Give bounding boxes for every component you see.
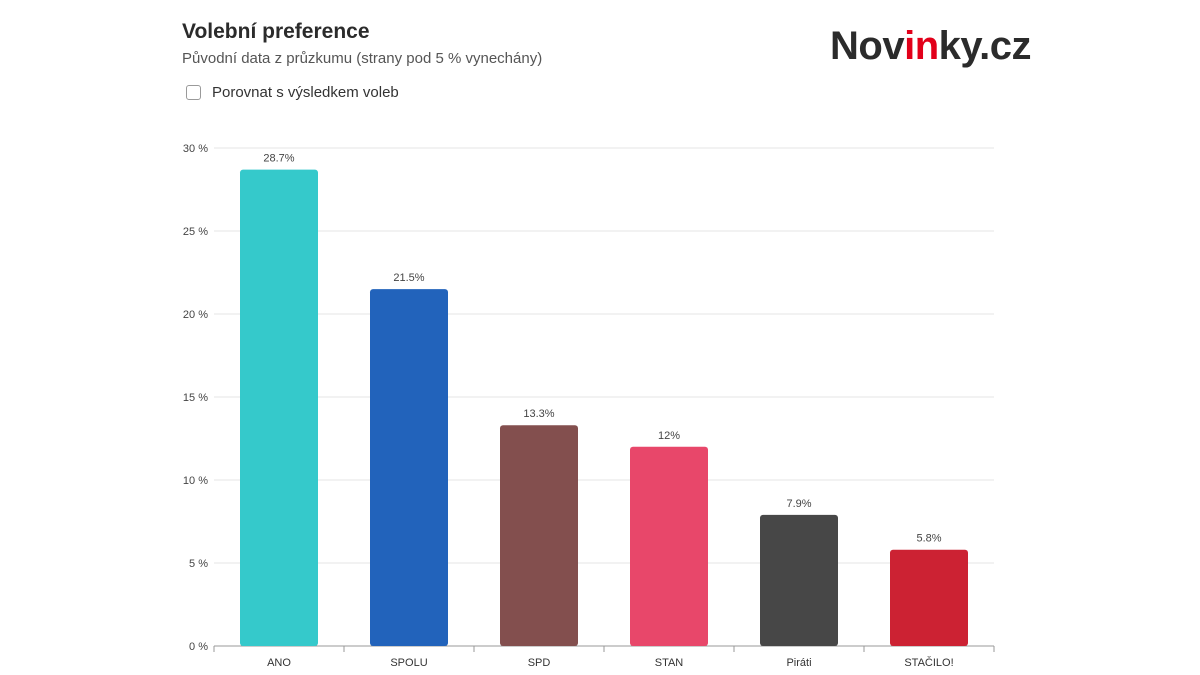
x-tick-label: SPD [528,657,551,669]
bar [890,549,968,646]
data-label: 21.5% [393,272,424,284]
bar [240,169,318,646]
compare-toggle[interactable]: Porovnat s výsledkem voleb [186,84,399,101]
data-label: 28.7% [263,153,294,165]
data-label: 7.9% [786,498,811,510]
logo-text-end: ky.cz [938,24,1032,68]
data-label: 13.3% [523,408,554,420]
compare-label: Porovnat s výsledkem voleb [212,84,399,101]
bar [760,514,838,646]
chart-subtitle: Původní data z průzkumu (strany pod 5 % … [182,50,543,67]
bar [500,425,578,646]
y-tick-label: 15 % [183,392,208,404]
compare-checkbox[interactable] [186,85,201,100]
x-tick-label: Piráti [786,657,811,669]
bar [370,289,448,646]
novinky-logo: Novinky.cz [830,24,1032,68]
x-tick-label: STAN [655,657,684,669]
y-tick-label: 30 % [183,143,208,155]
y-tick-label: 20 % [183,309,208,321]
bar [630,446,708,646]
y-tick-label: 10 % [183,475,208,487]
logo-text-accent: in [904,24,939,68]
x-tick-label: ANO [267,657,291,669]
data-label: 5.8% [916,533,941,545]
y-tick-label: 0 % [189,641,208,653]
y-tick-label: 25 % [183,226,208,238]
data-label: 12% [658,430,680,442]
x-tick-label: STAČILO! [904,656,953,669]
chart-title: Volební preference [182,20,370,43]
x-tick-label: SPOLU [390,657,427,669]
logo-text-start: Nov [830,24,905,68]
y-tick-label: 5 % [189,558,208,570]
